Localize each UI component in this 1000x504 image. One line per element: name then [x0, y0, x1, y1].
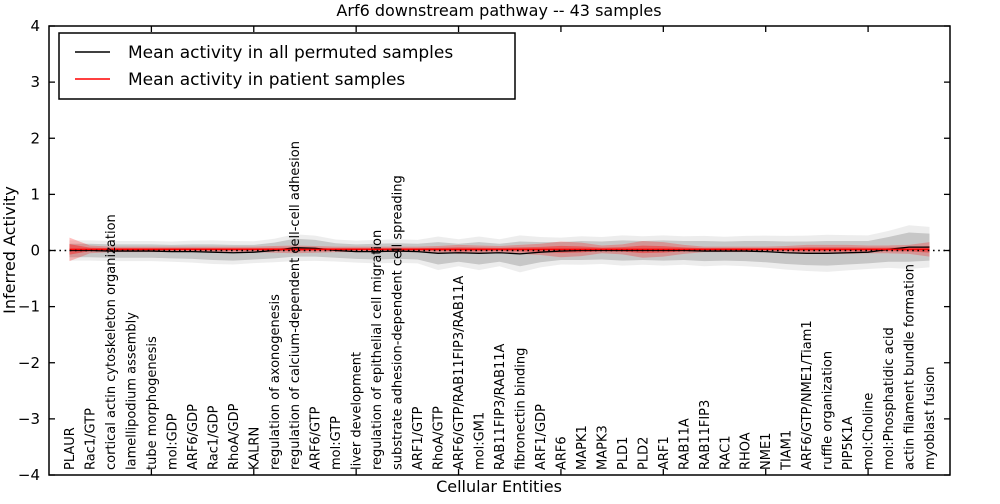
y-tick-label: −4 — [18, 466, 40, 484]
x-category-label: actin filament bundle formation — [903, 264, 918, 470]
x-category-label: RhoA/GTP — [432, 406, 447, 470]
x-category-label: RAB11FIP3/RAB11A — [493, 343, 508, 470]
x-category-label: NME1 — [759, 433, 774, 470]
x-category-label: TIAM1 — [780, 430, 795, 471]
x-category-label: mol:GM1 — [473, 412, 488, 470]
x-category-label: PLAUR — [63, 427, 78, 470]
x-category-label: cortical actin cytoskeleton organization — [104, 214, 119, 470]
x-category-label: PLD1 — [616, 437, 631, 470]
y-tick-label: 3 — [30, 73, 40, 91]
x-category-label: ARF1 — [657, 436, 672, 470]
x-category-label: ARF6/GTP/NME1/Tiam1 — [800, 320, 815, 470]
x-category-label: RAC1 — [718, 435, 733, 470]
y-tick-label: 1 — [30, 185, 40, 203]
legend: Mean activity in all permuted samples Me… — [58, 32, 516, 100]
x-category-label: RHOA — [739, 432, 754, 470]
x-category-label: ARF1/GTP — [411, 406, 426, 470]
x-category-label: MAPK3 — [595, 425, 610, 470]
x-category-label: ruffle organization — [821, 351, 836, 470]
x-category-label: ARF6 — [554, 436, 569, 470]
x-category-label: ARF6/GDP — [186, 404, 201, 470]
x-category-label: mol:GDP — [165, 413, 180, 470]
x-category-label: regulation of calcium-dependent cell-cel… — [288, 141, 303, 470]
permuted-mean-line — [69, 246, 930, 255]
x-category-label: Rac1/GTP — [83, 408, 98, 470]
x-category-label: ARF1/GDP — [534, 404, 549, 470]
x-category-label: mol:GTP — [329, 416, 344, 470]
x-category-label: PLD2 — [636, 437, 651, 470]
x-category-label: MAPK1 — [575, 425, 590, 470]
x-category-label: fibronectin binding — [513, 348, 528, 470]
x-category-label: RAB11FIP3 — [698, 400, 713, 470]
x-category-label: RhoA/GDP — [227, 403, 242, 470]
x-category-label: KALRN — [247, 427, 262, 470]
y-tick-label: −1 — [18, 298, 40, 316]
axes-frame — [48, 25, 951, 476]
y-tick-label: 0 — [30, 242, 40, 260]
x-category-label: substrate adhesion-dependent cell spread… — [391, 175, 406, 470]
x-category-label: Rac1/GDP — [206, 405, 221, 470]
x-category-label: mol:Phosphatidic acid — [882, 327, 897, 470]
y-axis-label: Inferred Activity — [0, 186, 19, 314]
x-category-label: RAB11A — [677, 418, 692, 470]
y-tick-label: −3 — [18, 410, 40, 428]
x-category-label: liver development — [350, 352, 365, 470]
x-category-label: regulation of epithelial cell migration — [370, 230, 385, 470]
x-axis-label: Cellular Entities — [436, 477, 562, 496]
legend-label-permuted: Mean activity in all permuted samples — [128, 43, 453, 63]
x-category-label: mol:Choline — [862, 393, 877, 470]
plot-area: PLAUR Rac1/GTP cortical actin cytoskeleton… — [18, 17, 951, 484]
x-category-label: ARF6/GTP/RAB11FIP3/RAB11A — [452, 276, 467, 470]
y-tick-label: 4 — [30, 17, 40, 35]
y-tick-label: 2 — [30, 129, 40, 147]
x-category-label: regulation of axonogenesis — [268, 294, 283, 470]
x-category-label: tube morphogenesis — [145, 336, 160, 470]
y-tick-label: −2 — [18, 354, 40, 372]
x-category-label: PIP5K1A — [841, 416, 856, 470]
legend-box — [58, 32, 516, 100]
x-category-label: lamellipodium assembly — [124, 312, 139, 470]
legend-label-patient: Mean activity in patient samples — [128, 70, 405, 90]
x-category-label: ARF6/GTP — [309, 406, 324, 470]
chart-title: Arf6 downstream pathway -- 43 samples — [336, 1, 661, 20]
x-category-label: myoblast fusion — [923, 366, 938, 470]
